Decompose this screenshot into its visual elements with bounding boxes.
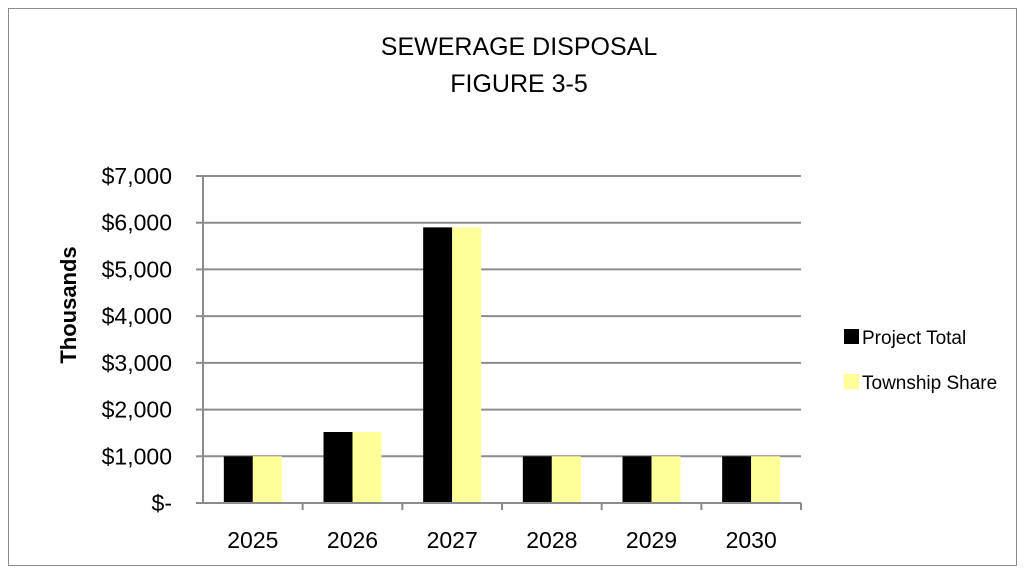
y-tick-label: $7,000 xyxy=(102,163,172,189)
bar-project-total xyxy=(522,456,552,503)
chart-title: SEWERAGE DISPOSAL xyxy=(381,33,658,61)
y-tick-label: $- xyxy=(152,490,172,516)
y-tick-label: $1,000 xyxy=(102,443,172,469)
bar-township-share xyxy=(551,456,581,503)
x-tick-label: 2026 xyxy=(327,527,378,553)
legend-swatch xyxy=(844,329,859,344)
x-tick-label: 2025 xyxy=(227,527,278,553)
x-tick-label: 2027 xyxy=(427,527,478,553)
legend-swatch xyxy=(844,374,859,389)
y-tick-label: $6,000 xyxy=(102,210,172,236)
bar-township-share xyxy=(452,227,482,503)
x-tick-label: 2030 xyxy=(726,527,777,553)
legend-label: Project Total xyxy=(862,328,966,349)
chart-frame xyxy=(8,8,1017,566)
x-tick-label: 2028 xyxy=(526,527,577,553)
bar-township-share xyxy=(751,456,781,503)
bar-project-total xyxy=(223,456,253,503)
bar-project-total xyxy=(722,456,752,503)
bar-project-total xyxy=(323,431,353,503)
bar-township-share xyxy=(252,456,282,503)
bar-project-total xyxy=(423,227,453,503)
bar-township-share xyxy=(352,431,382,503)
y-tick-label: $4,000 xyxy=(102,303,172,329)
bar-township-share xyxy=(651,456,681,503)
y-tick-label: $3,000 xyxy=(102,350,172,376)
y-tick-label: $2,000 xyxy=(102,397,172,423)
legend-label: Township Share xyxy=(862,373,997,394)
chart-subtitle: FIGURE 3-5 xyxy=(450,70,588,98)
x-tick-label: 2029 xyxy=(626,527,677,553)
y-axis-title: Thousands xyxy=(56,246,81,363)
bar-project-total xyxy=(622,456,652,503)
y-tick-label: $5,000 xyxy=(102,256,172,282)
